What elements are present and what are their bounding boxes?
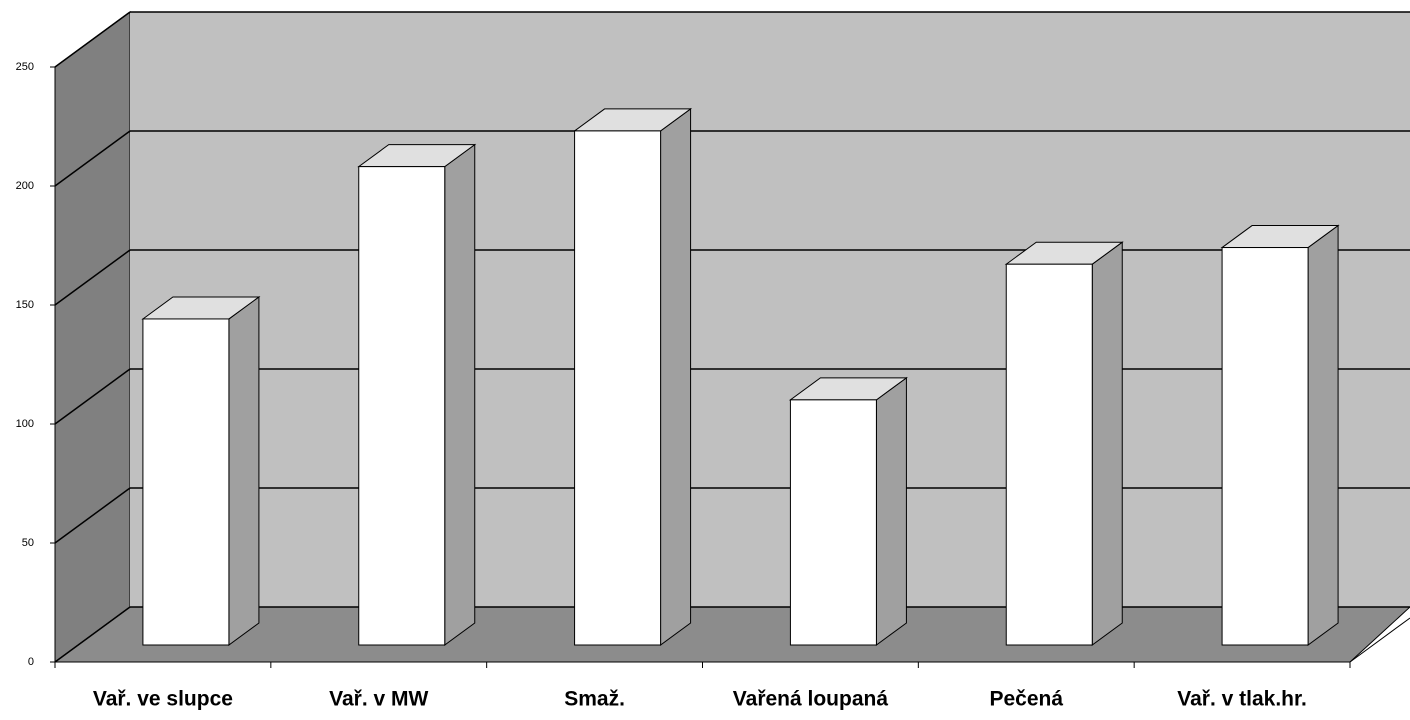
y-tick-label: 150 [16,299,34,311]
x-tick-label: Vařená loupaná [733,688,889,711]
bar-side [228,295,260,646]
bar [1005,263,1093,646]
bar [1221,247,1309,646]
y-tick-label: 100 [16,418,34,430]
x-tick-label: Smaž. [564,688,625,711]
bar-side [1307,224,1339,646]
y-tick-label: 200 [16,180,34,192]
y-tick-label: 50 [22,537,34,549]
bar [142,318,230,646]
bar [358,166,446,646]
grid-line [54,606,131,663]
grid-line [54,487,131,544]
x-tick-label: Vař. v MW [329,688,428,711]
left-wall [54,11,131,663]
y-tick-label: 250 [16,61,34,73]
bar-side [660,107,692,646]
grid-line [54,249,131,306]
bar-side [1091,241,1123,646]
back-wall [130,12,1410,607]
bar [789,399,877,646]
x-tick-label: Vař. v tlak.hr. [1177,688,1307,711]
grid-line [54,130,131,187]
bar-side [875,376,907,646]
x-tick-label: Vař. ve slupce [93,688,233,711]
floor-edge [1349,617,1410,663]
grid-line [54,368,131,425]
bar [574,130,662,646]
bar-side [444,143,476,646]
x-tick-label: Pečená [989,688,1063,711]
y-tick-label: 0 [28,656,34,668]
grid-line [54,11,131,68]
